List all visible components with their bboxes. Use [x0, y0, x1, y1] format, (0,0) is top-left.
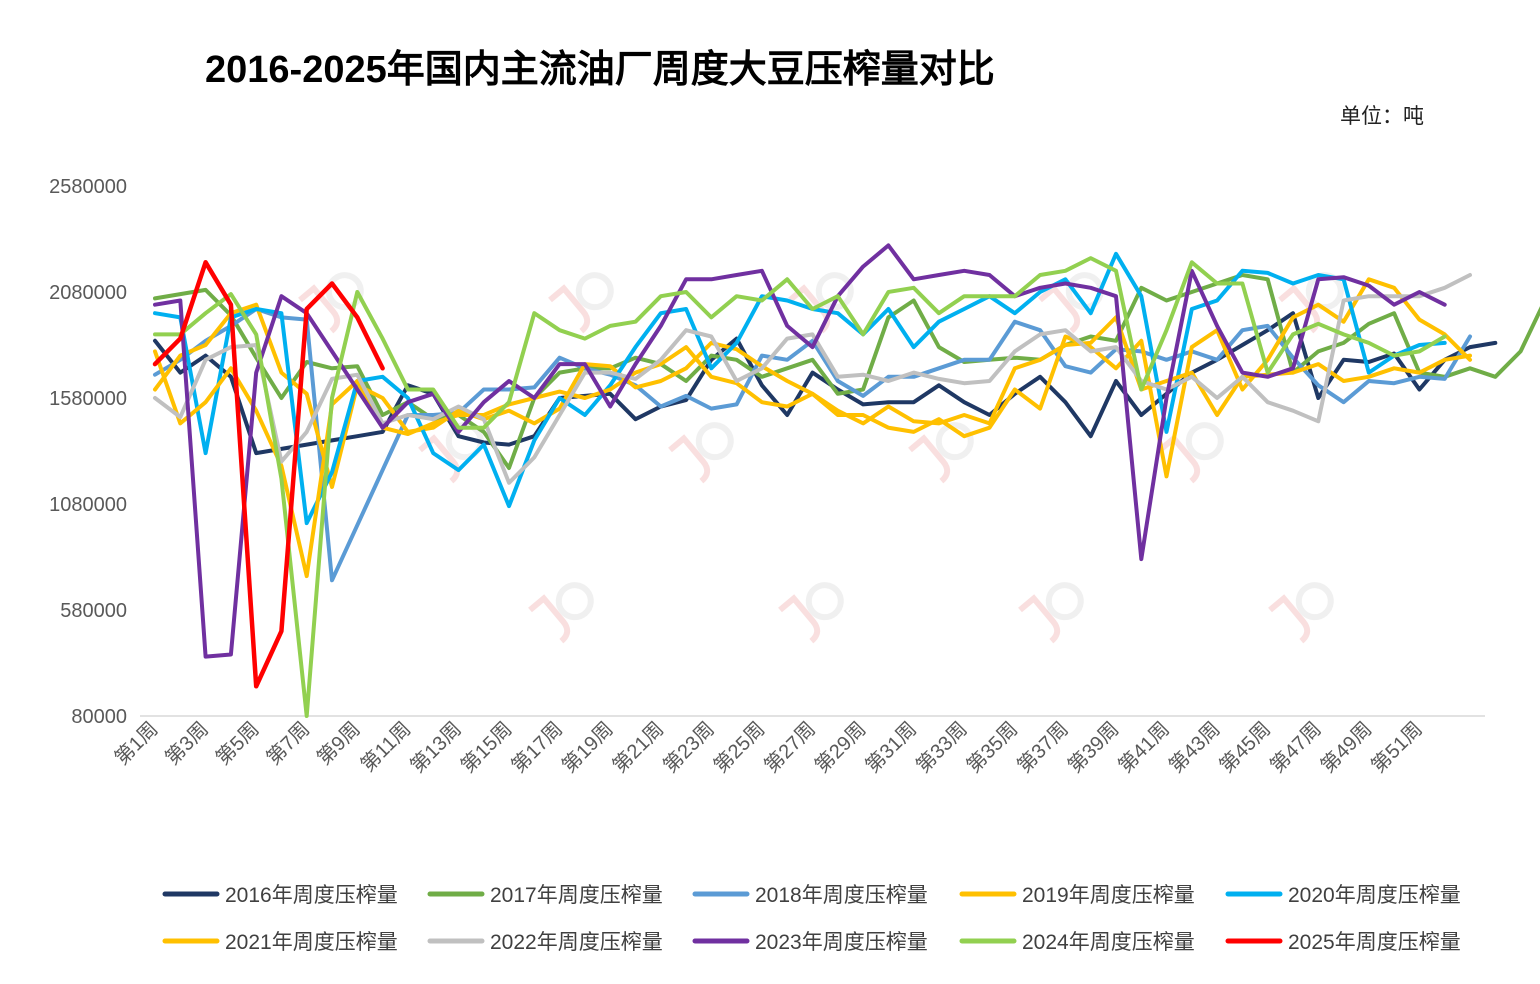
x-tick-label: 第35周 — [962, 717, 1022, 777]
watermark-mark — [778, 582, 844, 644]
legend-label: 2020年周度压榨量 — [1288, 884, 1461, 907]
x-tick-label: 第17周 — [507, 717, 567, 777]
series-line — [153, 243, 1447, 659]
x-tick-label: 第37周 — [1013, 717, 1073, 777]
legend-label: 2019年周度压榨量 — [1022, 884, 1195, 907]
x-tick-label: 第19周 — [557, 717, 617, 777]
x-tick-label: 第51周 — [1367, 717, 1427, 777]
x-tick-label: 第25周 — [709, 717, 769, 777]
x-tick-label: 第45周 — [1215, 717, 1275, 777]
legend-label: 2025年周度压榨量 — [1288, 931, 1461, 954]
series-line — [153, 311, 1498, 456]
legend-label: 2017年周度压榨量 — [490, 884, 663, 907]
y-tick-label: 1580000 — [49, 388, 127, 410]
y-tick-label: 580000 — [60, 600, 127, 622]
legend-label: 2022年周度压榨量 — [490, 931, 663, 954]
legend: 2016年周度压榨量 2017年周度压榨量 2018年周度压榨量 2019年周度压榨量… — [162, 884, 1461, 954]
series-line — [152, 260, 385, 689]
x-tick-label: 第49周 — [1316, 717, 1376, 777]
legend-label: 2016年周度压榨量 — [225, 884, 398, 907]
watermark-mark — [668, 422, 734, 484]
x-tick-label: 第21周 — [608, 717, 668, 777]
legend-label: 2018年周度压榨量 — [755, 884, 928, 907]
y-tick-label: 80000 — [71, 706, 127, 728]
x-axis-ticks: 第1周第3周第5周第7周第9周第11周第13周第15周第17周第19周第21周第… — [110, 717, 1427, 777]
x-tick-label: 第5周 — [211, 717, 263, 769]
watermark-mark — [548, 272, 614, 334]
x-tick-label: 第29周 — [810, 717, 870, 777]
legend-label: 2024年周度压榨量 — [1022, 931, 1195, 954]
legend-label: 2021年周度压榨量 — [225, 931, 398, 954]
y-tick-label: 2080000 — [49, 282, 127, 304]
x-tick-label: 第11周 — [356, 717, 415, 776]
watermark-mark — [528, 582, 594, 644]
series-line — [153, 273, 1472, 485]
y-tick-label: 1080000 — [49, 494, 127, 516]
x-tick-label: 第15周 — [456, 717, 516, 777]
watermark-mark — [1268, 582, 1334, 644]
series-line — [153, 251, 1447, 526]
x-tick-label: 第31周 — [861, 717, 921, 777]
x-tick-label: 第23周 — [659, 717, 719, 777]
x-tick-label: 第41周 — [1114, 717, 1174, 777]
watermark-mark — [908, 422, 974, 484]
x-tick-label: 第3周 — [161, 717, 213, 769]
series-line — [153, 256, 1447, 718]
x-tick-label: 第27周 — [760, 717, 820, 777]
x-tick-label: 第39周 — [1063, 717, 1123, 777]
watermark-mark — [1018, 582, 1084, 644]
series-line — [153, 307, 1472, 583]
x-tick-label: 第33周 — [911, 717, 971, 777]
unit-label: 单位：吨 — [1340, 105, 1424, 128]
legend-label: 2023年周度压榨量 — [755, 931, 928, 954]
x-tick-label: 第13周 — [406, 717, 466, 777]
series-lines — [152, 243, 1540, 718]
x-tick-label: 第47周 — [1266, 717, 1326, 777]
x-tick-label: 第43周 — [1164, 717, 1224, 777]
x-tick-label: 第7周 — [262, 717, 314, 769]
y-tick-label: 2580000 — [49, 176, 127, 198]
y-axis-ticks: 80000 580000 1080000 1580000 2080000 2580000 — [49, 176, 127, 728]
watermark-mark — [1158, 422, 1224, 484]
chart-title: 2016-2025年国内主流油厂周度大豆压榨量对比 — [205, 49, 995, 91]
